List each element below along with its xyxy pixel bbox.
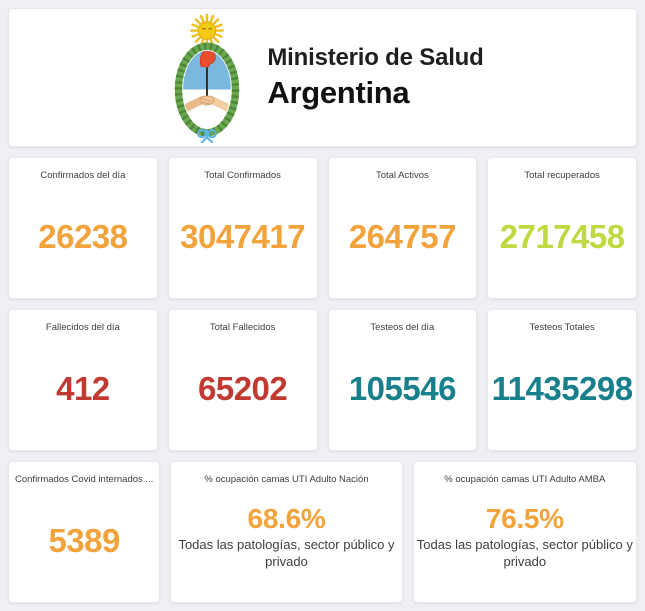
stat-title: Total Activos: [375, 170, 429, 181]
stat-title: Testeos Totales: [529, 322, 595, 333]
stats-row-1: Confirmados del día 26238 Total Confirma…: [8, 157, 637, 299]
stat-card-confirmados-del-dia: Confirmados del día 26238: [8, 157, 158, 299]
stat-value: 68.6%: [247, 503, 326, 535]
stat-subtitle: Todas las patologías, sector público y p…: [178, 537, 395, 570]
stat-value: 264757: [348, 217, 457, 255]
stat-card-uti-amba: % ocupación camas UTI Adulto AMBA 76.5% …: [412, 461, 637, 603]
stat-subtitle: Todas las patologías, sector público y p…: [416, 537, 633, 570]
stat-title: % ocupación camas UTI Adulto AMBA: [444, 474, 606, 485]
stat-title: % ocupación camas UTI Adulto Nación: [204, 474, 369, 485]
header-banner: Ministerio de Salud Argentina: [8, 8, 637, 147]
stat-value: 5389: [48, 521, 120, 559]
stat-value: 76.5%: [485, 503, 564, 535]
stats-row-3: Confirmados Covid internados ... 5389 % …: [8, 461, 637, 603]
stat-title: Fallecidos del día: [45, 322, 120, 333]
ribbon-bow: [197, 128, 218, 144]
stat-title: Total Fallecidos: [209, 322, 276, 333]
stat-card-uti-nacion: % ocupación camas UTI Adulto Nación 68.6…: [170, 461, 403, 603]
stat-value: 26238: [38, 217, 128, 255]
stat-card-total-confirmados: Total Confirmados 3047417: [167, 157, 318, 299]
ministry-title: Ministerio de Salud: [267, 44, 484, 71]
stat-card-covid-internados: Confirmados Covid internados ... 5389: [8, 461, 161, 603]
stat-card-total-activos: Total Activos 264757: [327, 157, 478, 299]
stat-title: Confirmados Covid internados ...: [15, 474, 154, 485]
country-title: Argentina: [267, 75, 410, 110]
stat-value: 105546: [348, 369, 457, 407]
brand-text: Ministerio de Salud Argentina: [267, 44, 483, 111]
stat-card-fallecidos-del-dia: Fallecidos del día 412: [8, 309, 158, 451]
stat-title: Testeos del día: [370, 322, 435, 333]
stat-title: Total recuperados: [524, 170, 600, 181]
stat-card-testeos-totales: Testeos Totales 11435298: [487, 309, 637, 451]
stat-title: Confirmados del día: [40, 170, 126, 181]
stat-title: Total Confirmados: [204, 170, 281, 181]
stat-value: 2717458: [499, 217, 625, 255]
argentina-coat-of-arms-icon: [161, 12, 253, 144]
stat-value: 412: [56, 369, 110, 407]
stats-row-2: Fallecidos del día 412 Total Fallecidos …: [8, 309, 637, 451]
stat-value: 65202: [197, 369, 288, 407]
stat-value: 11435298: [491, 369, 634, 407]
stat-card-total-fallecidos: Total Fallecidos 65202: [167, 309, 318, 451]
stat-card-testeos-del-dia: Testeos del día 105546: [327, 309, 478, 451]
stat-value: 3047417: [180, 217, 306, 255]
stat-card-total-recuperados: Total recuperados 2717458: [487, 157, 637, 299]
